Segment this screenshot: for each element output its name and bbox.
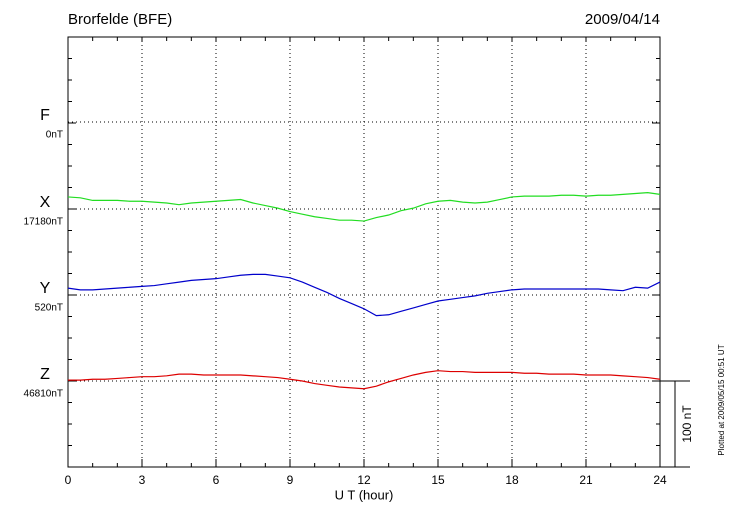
series-line: [67, 192, 661, 222]
series-line: [68, 370, 661, 390]
series-name: X: [40, 194, 51, 211]
baseline-label: 46810nT: [24, 389, 63, 400]
baseline-label: 17180nT: [24, 217, 63, 228]
baseline-label: 0nT: [46, 130, 63, 141]
series-name: F: [40, 107, 50, 124]
x-tick-label: 18: [505, 473, 519, 487]
series-name: Y: [40, 280, 51, 297]
x-tick-label: 15: [431, 473, 445, 487]
footnote: Plotted at 2009/05/15 00:51 UT: [717, 344, 726, 455]
scale-bar-label: 100 nT: [680, 405, 694, 443]
x-tick-label: 3: [139, 473, 146, 487]
x-tick-label: 12: [357, 473, 371, 487]
x-tick-label: 24: [653, 473, 667, 487]
x-tick-label: 9: [287, 473, 294, 487]
chart-title: Brorfelde (BFE): [68, 11, 172, 28]
x-tick-label: 0: [65, 473, 72, 487]
baseline-label: 520nT: [35, 303, 63, 314]
chart-date: 2009/04/14: [585, 11, 660, 28]
x-tick-label: 21: [579, 473, 593, 487]
x-axis-label: U T (hour): [335, 487, 394, 502]
x-tick-label: 6: [213, 473, 220, 487]
series-line: [67, 273, 661, 317]
series-name: Z: [40, 366, 50, 383]
